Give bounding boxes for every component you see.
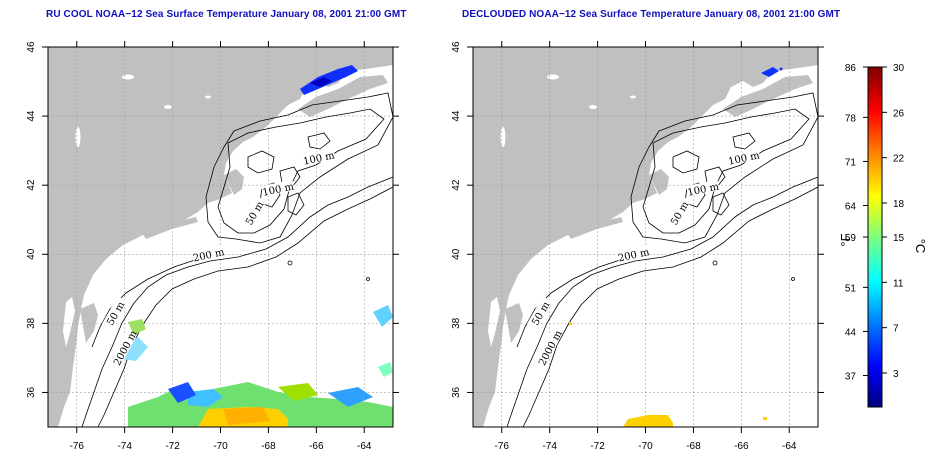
- axis-ticks: -76 -74 -72 -70 -68 -66 -64 36 38 40 42 44 46: [451, 41, 824, 452]
- contour-label-bg: [686, 179, 720, 197]
- lon-tick-label: -70: [213, 441, 228, 452]
- lat-tick-label: 44: [26, 110, 37, 122]
- contour-label-bg: [616, 245, 651, 263]
- colorbar: 30 26 22 18 15 11 7 3 86 78 71 64 59 51 44 37 °F °C: [838, 63, 928, 408]
- celsius-tick-label: 7: [893, 324, 899, 335]
- title-right: DECLOUDED NOAA−12 Sea Surface Temperatur…: [462, 9, 841, 20]
- fahrenheit-tick-label: 64: [845, 202, 857, 213]
- fahrenheit-tick-label: 78: [845, 113, 857, 124]
- lat-tick-label: 46: [451, 41, 462, 53]
- lon-tick-label: -66: [309, 441, 324, 452]
- contour-label-bg: [191, 245, 226, 263]
- lat-tick-label: 40: [451, 248, 462, 260]
- fahrenheit-tick-label: 71: [845, 157, 857, 168]
- lon-tick-label: -74: [542, 441, 557, 452]
- contour-label-bg: [536, 330, 562, 365]
- sst-patch-northeast: [761, 67, 783, 77]
- contour-label-bg: [261, 179, 295, 197]
- celsius-tick-label: 26: [893, 108, 905, 119]
- contour-label-bg: [301, 148, 336, 166]
- celsius-unit-label: °C: [913, 239, 928, 254]
- contour-label-bg: [111, 330, 137, 365]
- axis-ticks: -76 -74 -72 -70 -68 -66 -64 36 38 40 42 44 46: [26, 41, 399, 452]
- celsius-tick-label: 22: [893, 154, 905, 165]
- lon-tick-label: -74: [117, 441, 132, 452]
- lon-tick-label: -76: [70, 441, 85, 452]
- lon-tick-label: -70: [638, 441, 653, 452]
- lon-tick-label: -72: [165, 441, 180, 452]
- fahrenheit-tick-label: 37: [845, 372, 857, 383]
- celsius-tick-label: 30: [893, 63, 905, 74]
- contour-label-bg: [726, 148, 761, 166]
- lon-tick-label: -76: [495, 441, 510, 452]
- contour-label-bg: [665, 195, 692, 230]
- lat-tick-label: 42: [451, 179, 462, 191]
- lon-tick-label: -72: [590, 441, 605, 452]
- lat-tick-label: 38: [26, 317, 37, 329]
- sst-patch-south: [569, 322, 767, 427]
- celsius-tick-label: 18: [893, 199, 905, 210]
- sst-patch-south: [118, 305, 393, 427]
- lat-tick-label: 36: [26, 386, 37, 398]
- celsius-tick-label: 3: [893, 369, 899, 380]
- lon-tick-label: -64: [357, 441, 372, 452]
- lat-tick-label: 44: [451, 110, 462, 122]
- lat-tick-label: 42: [26, 179, 37, 191]
- sst-patch-northeast: [300, 65, 358, 95]
- celsius-tick-label: 11: [893, 278, 904, 289]
- fahrenheit-tick-label: 44: [845, 327, 857, 338]
- colorbar-gradient: [867, 66, 883, 408]
- fahrenheit-tick-label: 86: [845, 63, 857, 74]
- lat-tick-label: 40: [26, 248, 37, 260]
- contour-label-bg: [101, 296, 128, 330]
- fahrenheit-tick-label: 51: [845, 283, 857, 294]
- fahrenheit-tick-label: 59: [845, 233, 857, 244]
- lat-tick-label: 46: [26, 41, 37, 53]
- title-left: RU COOL NOAA−12 Sea Surface Temperature …: [46, 9, 407, 20]
- lat-tick-label: 38: [451, 317, 462, 329]
- lon-tick-label: -66: [734, 441, 749, 452]
- lon-tick-label: -64: [782, 441, 797, 452]
- fahrenheit-unit-label: °F: [838, 233, 853, 246]
- lon-tick-label: -68: [261, 441, 276, 452]
- lon-tick-label: -68: [686, 441, 701, 452]
- contour-label-bg: [526, 296, 553, 330]
- lat-tick-label: 36: [451, 386, 462, 398]
- celsius-tick-label: 15: [893, 233, 905, 244]
- contour-label-bg: [240, 195, 267, 230]
